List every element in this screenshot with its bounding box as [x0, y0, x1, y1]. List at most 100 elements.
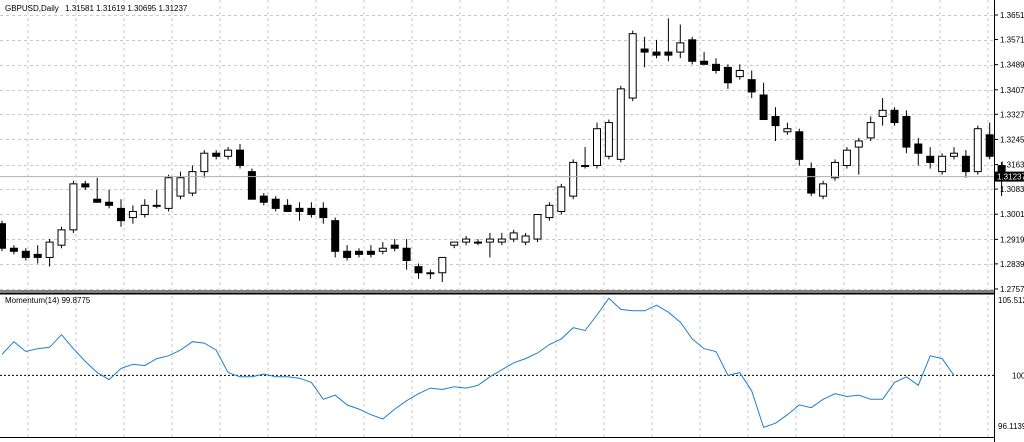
candle: [212, 150, 221, 160]
candle: [807, 162, 816, 197]
candle: [188, 165, 197, 197]
candle: [152, 190, 161, 209]
momentum-title: Momentum(14) 99.8775: [5, 296, 91, 305]
candle: [33, 245, 42, 264]
current-price-box: 1.31237: [995, 171, 1024, 182]
chart-symbol: GBPUSD,Daily: [5, 4, 59, 13]
candle: [783, 122, 792, 135]
candle: [128, 205, 137, 224]
momentum-panel[interactable]: Momentum(14) 99.8775: [0, 296, 994, 429]
candle: [462, 235, 471, 246]
candle: [117, 199, 125, 227]
candle: [640, 36, 649, 68]
candle: [735, 64, 744, 80]
price-tick-label: 1.35710: [1000, 36, 1024, 45]
candle: [283, 199, 292, 212]
candle: [21, 248, 30, 261]
candle-series: [0, 18, 1006, 282]
candle: [569, 159, 578, 200]
candle: [307, 202, 316, 218]
price-tick-label: 1.32450: [1000, 135, 1024, 144]
candle: [771, 107, 780, 141]
momentum-line: [1, 297, 955, 429]
candle: [509, 229, 518, 243]
candle: [700, 52, 709, 65]
candle: [9, 245, 18, 255]
candle: [688, 36, 697, 65]
candle: [938, 153, 947, 175]
candle: [557, 183, 566, 215]
candle: [0, 220, 6, 252]
panel-separator: [0, 0, 995, 442]
candle: [485, 232, 494, 258]
price-tick-label: 1.30010: [1000, 210, 1024, 219]
momentum-axis: 105.5129 100 96.1139: [998, 296, 1024, 431]
price-tick-label: 1.31630: [1000, 161, 1024, 170]
candle: [545, 202, 554, 221]
price-tick-label: 1.34890: [1000, 61, 1024, 70]
price-chart-title: GBPUSD,Daily 1.31581 1.31619 1.30695 1.3…: [5, 4, 188, 13]
candle: [247, 168, 256, 200]
candle: [628, 30, 637, 102]
candle: [319, 202, 328, 224]
price-tick-label: 1.30830: [1000, 185, 1024, 194]
candle: [236, 144, 244, 169]
candle: [831, 159, 839, 181]
candle: [81, 180, 90, 191]
candle: [390, 239, 399, 252]
momentum-tick-label: 100: [1012, 371, 1024, 380]
candle: [343, 245, 352, 261]
price-axis: 1.36510 1.35710 1.34890 1.34070 1.33270 1.324…: [994, 11, 1024, 294]
candle: [414, 263, 423, 279]
candle: [57, 226, 66, 249]
price-tick-label: 1.27570: [1000, 285, 1024, 294]
candle: [366, 245, 375, 258]
candle: [521, 232, 530, 246]
price-tick-label: 1.34070: [1000, 86, 1024, 95]
candle: [854, 137, 863, 175]
candle: [950, 147, 958, 160]
candle: [890, 107, 899, 126]
candle: [985, 122, 994, 160]
momentum-tick-label: 96.1139: [998, 422, 1024, 431]
candle: [271, 196, 280, 212]
candle: [652, 39, 661, 59]
candle: [45, 239, 54, 267]
candle: [164, 174, 173, 212]
candle: [973, 125, 982, 175]
price-panel[interactable]: GBPUSD,Daily 1.31581 1.31619 1.30695 1.3…: [0, 4, 1006, 282]
candle: [878, 98, 887, 126]
chart-grid: [0, 0, 994, 437]
price-tick-label: 1.29190: [1000, 235, 1024, 244]
price-tick-label: 1.28390: [1000, 260, 1024, 269]
candle: [378, 242, 387, 255]
candle: [176, 171, 185, 200]
price-tick-label: 1.33270: [1000, 110, 1024, 119]
candle: [593, 122, 601, 169]
momentum-tick-label: 105.5129: [998, 296, 1024, 305]
candle: [842, 147, 851, 169]
candle: [355, 248, 363, 258]
candle: [747, 70, 756, 99]
candle: [69, 180, 78, 233]
candle: [914, 137, 923, 166]
candle: [819, 180, 828, 200]
ohlc-values: 1.31581 1.31619 1.30695 1.31237: [65, 4, 188, 13]
candle: [712, 58, 720, 74]
candle: [926, 147, 935, 169]
candle: [664, 18, 673, 62]
candle: [438, 256, 447, 282]
candle: [105, 190, 114, 209]
candle: [426, 269, 435, 279]
candle: [902, 110, 911, 154]
candle: [224, 147, 233, 160]
candle: [140, 199, 149, 218]
candle: [759, 82, 768, 121]
price-tick-label: 1.36510: [1000, 11, 1024, 20]
candle: [961, 150, 970, 178]
candle: [259, 193, 268, 206]
current-price-label: 1.31237: [997, 173, 1024, 182]
candle: [581, 147, 590, 169]
candle: [676, 24, 685, 59]
